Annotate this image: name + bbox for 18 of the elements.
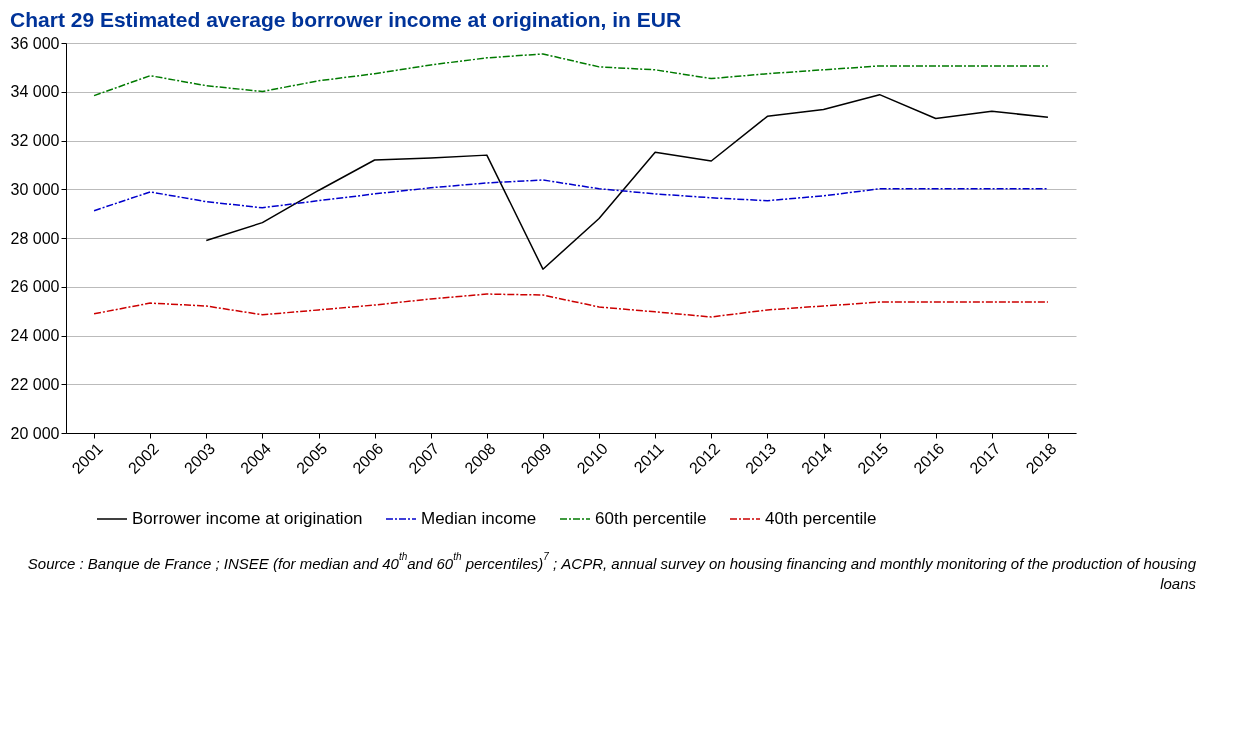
line-series — [93, 179, 1049, 212]
y-tick-label: 20 000 — [10, 424, 60, 442]
line-series — [93, 293, 1049, 318]
y-tick-label: 34 000 — [10, 83, 60, 101]
y-tick-label: 26 000 — [10, 278, 60, 296]
y-tick-label: 28 000 — [10, 229, 60, 247]
legend-label: 60th percentile — [595, 509, 707, 528]
y-tick-label: 24 000 — [10, 327, 60, 344]
line-series — [205, 93, 1049, 270]
line-series — [93, 53, 1049, 97]
y-tick-label: 36 000 — [10, 34, 60, 52]
legend-label: Median income — [421, 509, 537, 528]
y-tick-label: 30 000 — [10, 180, 60, 198]
legend-label: Borrower income at origination — [132, 509, 363, 528]
y-tick-label: 32 000 — [10, 132, 60, 149]
y-tick-label: 22 000 — [10, 375, 60, 393]
legend-label: 40th percentile — [765, 509, 877, 528]
chart-title: Chart 29 Estimated average borrower income at origination, in EUR — [10, 8, 682, 31]
